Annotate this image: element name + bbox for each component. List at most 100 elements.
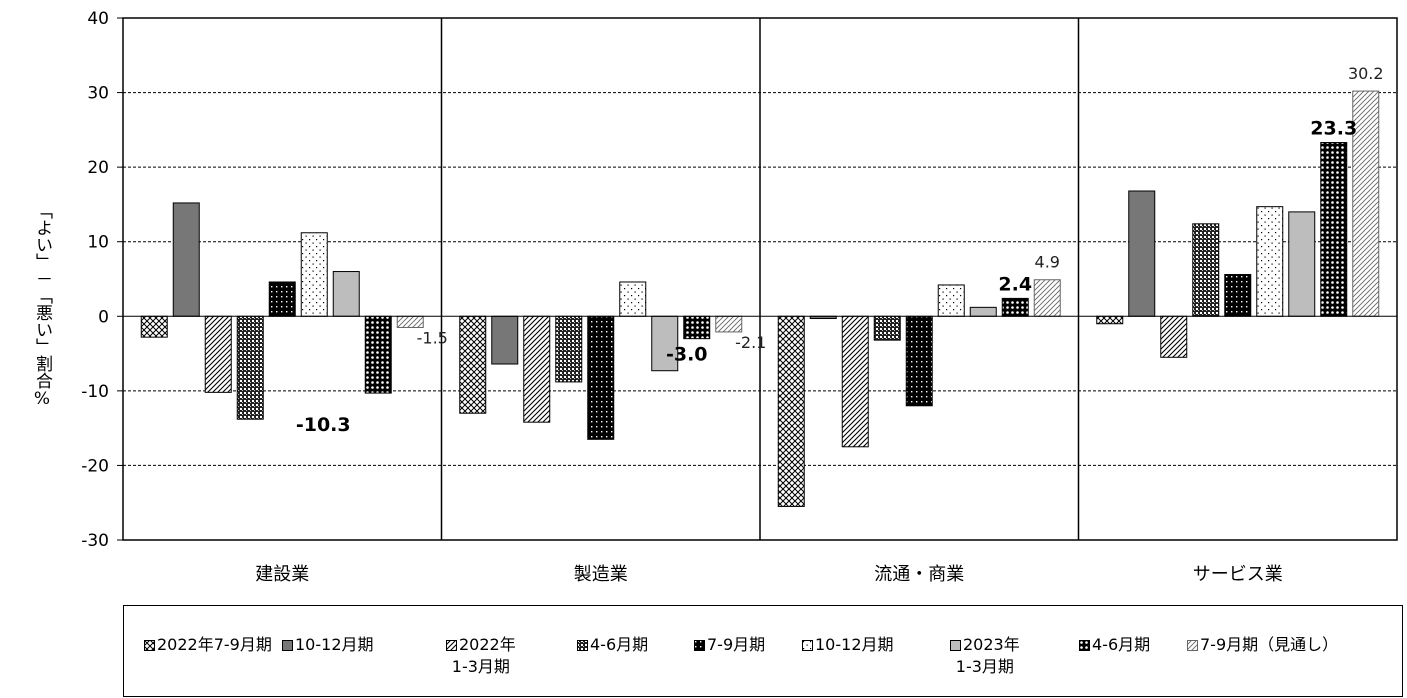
bar <box>204 315 232 393</box>
legend-swatch <box>282 640 293 651</box>
legend-label: 7-9月期（見通し） <box>1187 635 1338 654</box>
legend-label-text: 2022年 <box>459 635 516 654</box>
legend-label-text: 10-12月期 <box>295 635 374 654</box>
bar <box>619 281 647 317</box>
legend-label: 10-12月期 <box>802 635 894 654</box>
legend-item: 10-12月期 <box>282 634 374 656</box>
data-label: -3.0 <box>666 344 708 366</box>
legend-item: 10-12月期 <box>802 634 894 656</box>
legend-swatch <box>144 640 155 651</box>
bar-chart: -30 -20 -10 0 10 20 30 40 建設業 製造業 流通・商業 サービス業 -10.… <box>81 9 1398 585</box>
legend-label-text: 7-9月期 <box>707 635 766 654</box>
legend-item: 2023年 1-3月期 <box>950 634 1020 678</box>
data-label: -2.1 <box>735 333 766 352</box>
category-label: サービス業 <box>1193 564 1283 585</box>
legend-label: 7-9月期 <box>694 635 765 654</box>
legend-label-text: 10-12月期 <box>815 635 894 654</box>
bar <box>555 315 583 383</box>
legend-swatch <box>802 640 813 651</box>
bar <box>268 281 296 317</box>
legend-label-text: 2023年 <box>963 635 1020 654</box>
bar <box>715 315 743 333</box>
y-axis-ticks: -30 -20 -10 0 10 20 30 40 <box>81 9 123 551</box>
legend-item: 4-6月期 <box>577 634 648 656</box>
bar <box>172 202 200 317</box>
y-tick-label: -10 <box>81 382 109 402</box>
bar <box>683 315 711 340</box>
y-tick-label: 10 <box>87 233 109 253</box>
data-label: 4.9 <box>1035 253 1060 272</box>
legend-label-text: 7-9月期（見通し） <box>1200 635 1339 654</box>
bar <box>1128 190 1156 317</box>
legend-label-line2: 1-3月期 <box>451 657 510 676</box>
legend-item: 7-9月期 <box>694 634 765 656</box>
legend-item: 2022年 1-3月期 <box>446 634 516 678</box>
legend-swatch <box>950 640 961 651</box>
bar <box>523 315 551 423</box>
bar <box>969 306 997 317</box>
bar <box>364 315 392 394</box>
bar <box>905 315 933 407</box>
category-label: 流通・商業 <box>874 564 964 585</box>
bar <box>1256 206 1284 317</box>
category-label: 製造業 <box>574 564 628 585</box>
legend-label: 2022年7-9月期 <box>144 635 272 654</box>
y-axis-label: 「よい」－「悪い」割合% <box>32 201 52 409</box>
legend-label: 2022年 <box>446 635 516 654</box>
x-axis-categories: 建設業 製造業 流通・商業 サービス業 <box>255 564 1283 585</box>
y-tick-label: -30 <box>81 531 109 551</box>
bar <box>1192 223 1220 317</box>
data-label: -1.5 <box>417 328 448 347</box>
bar <box>491 315 519 365</box>
data-label: -10.3 <box>296 414 351 436</box>
legend-label-text: 4-6月期 <box>1092 635 1151 654</box>
legend-label: 2023年 <box>950 635 1020 654</box>
legend-item: 2022年7-9月期 <box>144 634 272 656</box>
y-tick-label: 40 <box>87 9 109 29</box>
bar <box>873 315 901 341</box>
bar <box>1288 211 1316 317</box>
legend-item: 7-9月期（見通し） <box>1187 634 1338 656</box>
bar <box>1160 315 1188 358</box>
legend-swatch <box>1187 640 1198 651</box>
bar <box>1033 279 1061 317</box>
y-tick-label: 30 <box>87 84 109 104</box>
bar <box>937 284 965 317</box>
bar <box>140 315 168 338</box>
bar <box>1001 297 1029 317</box>
bar <box>1096 315 1124 325</box>
legend-swatch <box>446 640 457 651</box>
legend-item: 4-6月期 <box>1079 634 1150 656</box>
legend-label: 4-6月期 <box>577 635 648 654</box>
legend-swatch <box>694 640 705 651</box>
bar <box>332 271 360 317</box>
y-tick-label: -20 <box>81 456 109 476</box>
category-label: 建設業 <box>255 564 309 585</box>
bar <box>459 315 487 414</box>
bars <box>140 90 1380 507</box>
data-label: 23.3 <box>1310 118 1357 140</box>
data-label: 30.2 <box>1348 64 1384 83</box>
legend-swatch <box>1079 640 1090 651</box>
bar <box>777 315 805 507</box>
bar <box>1320 142 1348 317</box>
bar <box>651 315 679 372</box>
legend-label: 4-6月期 <box>1079 635 1150 654</box>
legend: 2022年7-9月期 10-12月期 2022年 1-3月期 4-6月期 7-9月期 10-… <box>123 605 1403 697</box>
legend-swatch <box>577 640 588 651</box>
legend-label-line2: 1-3月期 <box>955 657 1014 676</box>
y-tick-label: 20 <box>87 158 109 178</box>
plot-border <box>122 17 1398 541</box>
bar <box>841 315 869 448</box>
data-labels: -10.3 -1.5 -3.0 -2.1 2.44.9 23.3 30.2 <box>296 64 1384 436</box>
bar <box>236 315 264 420</box>
plot-frame <box>122 17 1398 541</box>
y-tick-label: 0 <box>98 307 109 327</box>
bar <box>1224 274 1252 317</box>
data-label: 2.4 <box>998 273 1032 295</box>
legend-label-text: 2022年7-9月期 <box>157 635 272 654</box>
bar <box>587 315 615 440</box>
bar <box>300 232 328 317</box>
bar <box>396 315 424 328</box>
legend-label: 10-12月期 <box>282 635 374 654</box>
